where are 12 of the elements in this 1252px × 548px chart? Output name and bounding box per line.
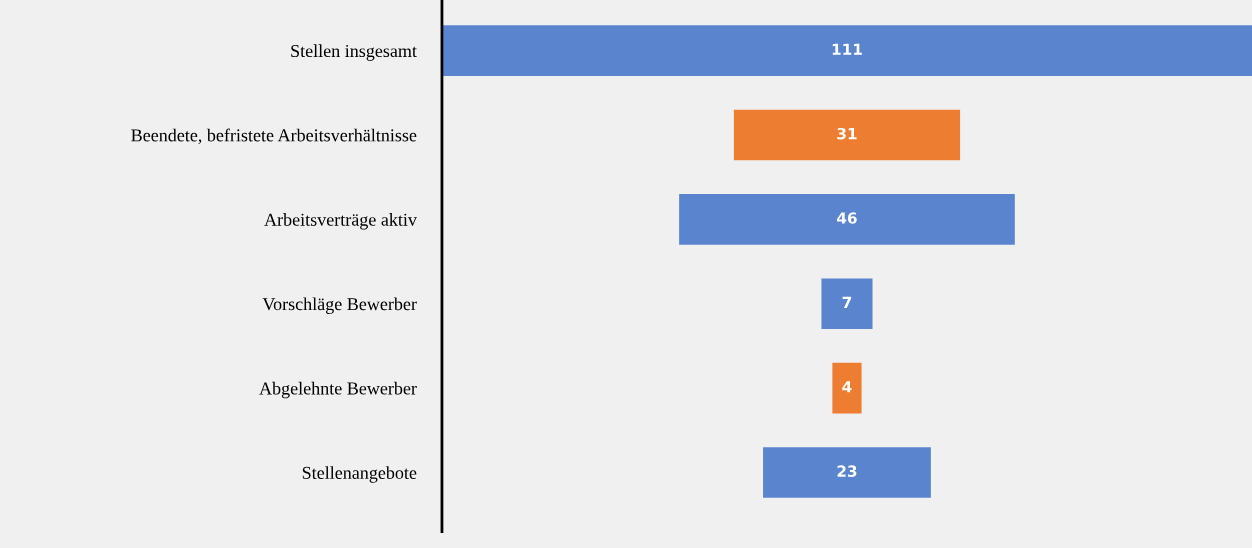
- data-label: 23: [837, 465, 857, 477]
- category-label: Arbeitsverträge aktiv: [264, 213, 417, 230]
- data-label: 46: [837, 212, 857, 224]
- data-label: 7: [842, 296, 852, 308]
- category-label: Stellenangebote: [302, 466, 417, 483]
- category-label: Stellen insgesamt: [291, 44, 417, 61]
- category-label: Abgelehnte Bewerber: [259, 381, 417, 399]
- data-label: 4: [842, 381, 852, 393]
- data-label: 111: [832, 43, 862, 55]
- category-label: Beendete, befristete Arbeitsverhältnisse: [131, 128, 417, 145]
- data-label: 31: [837, 127, 857, 140]
- category-label: Vorschläge Bewerber: [262, 297, 417, 314]
